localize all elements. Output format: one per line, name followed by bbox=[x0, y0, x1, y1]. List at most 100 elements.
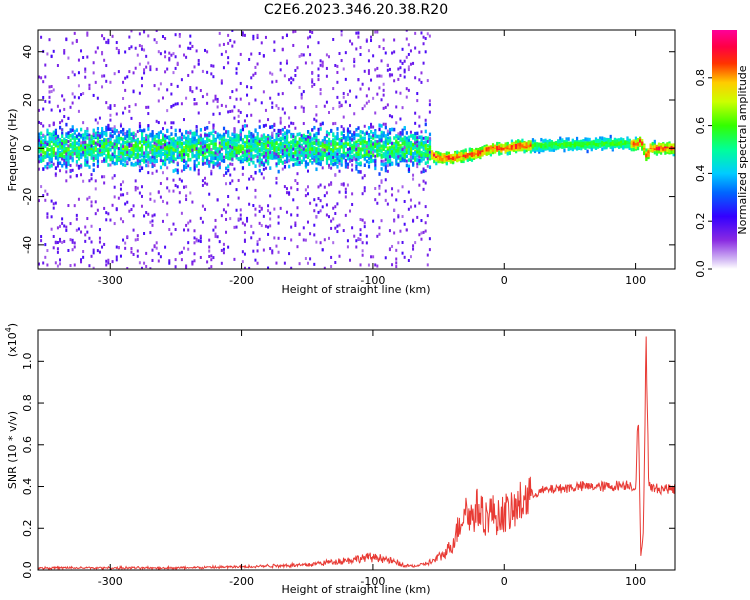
heatmap-cell-1256 bbox=[147, 127, 150, 131]
heatmap-cell-3453 bbox=[338, 162, 341, 166]
heatmap-cell-3287 bbox=[323, 140, 326, 144]
heatmap-cell-1429 bbox=[161, 137, 165, 142]
heatmap-cell-4233 bbox=[407, 138, 411, 142]
heatmap-cell-4143 bbox=[399, 137, 402, 142]
heatmap-cell-2216 bbox=[231, 151, 234, 156]
heatmap-cell-3044 bbox=[302, 147, 305, 151]
heatmap-cell-4415 bbox=[422, 167, 425, 171]
heatmap-cell-2431 bbox=[250, 138, 253, 143]
heatmap-cell-2176 bbox=[227, 41, 230, 45]
heatmap-cell-3301 bbox=[325, 152, 329, 157]
heatmap-cell-4044 bbox=[391, 150, 394, 154]
heatmap-cell-3013 bbox=[300, 150, 303, 155]
heatmap-cell-1632 bbox=[180, 141, 184, 146]
heatmap-cell-3236 bbox=[319, 92, 322, 96]
heatmap-cell-2250 bbox=[233, 40, 236, 44]
heatmap-cell-632 bbox=[92, 145, 95, 150]
heatmap-cell-1631 bbox=[178, 34, 181, 38]
heatmap-cell-3804 bbox=[370, 155, 373, 159]
heatmap-cell-477 bbox=[77, 197, 80, 201]
heatmap-cell-1485 bbox=[166, 201, 169, 205]
heatmap-cell-1988 bbox=[210, 72, 213, 76]
heatmap-cell-1479 bbox=[166, 135, 169, 140]
heatmap-cell-2276 bbox=[235, 88, 238, 92]
heatmap-cell-4410 bbox=[422, 136, 425, 140]
heatmap-cell-3592 bbox=[351, 192, 354, 196]
heatmap-cell-764 bbox=[103, 58, 106, 62]
heatmap-cell-2600 bbox=[264, 145, 268, 149]
heatmap-cell-4211 bbox=[405, 154, 408, 159]
heatmap-cell-2587 bbox=[262, 155, 265, 159]
heatmap-cell-1052 bbox=[128, 35, 131, 39]
heatmap-cell-730 bbox=[101, 126, 104, 131]
heatmap-cell-736 bbox=[101, 34, 104, 38]
heatmap-cell-3642 bbox=[355, 158, 358, 162]
heatmap-cell-1244 bbox=[145, 264, 148, 268]
heatmap-cell-2252 bbox=[233, 167, 236, 171]
heatmap-cell-1651 bbox=[180, 169, 183, 173]
heatmap-cell-3507 bbox=[344, 153, 348, 158]
heatmap-cell-4459 bbox=[426, 253, 429, 257]
heatmap-cell-3780 bbox=[367, 142, 371, 146]
heatmap-cell-1863 bbox=[199, 138, 203, 142]
heatmap-cell-1170 bbox=[138, 91, 141, 95]
heatmap-cell-662 bbox=[94, 155, 97, 159]
heatmap-cell-1548 bbox=[172, 151, 175, 155]
heatmap-cell-2133 bbox=[222, 42, 225, 46]
heatmap-cell-3996 bbox=[386, 132, 390, 137]
heatmap-cell-4285 bbox=[412, 161, 415, 166]
heatmap-cell-3661 bbox=[357, 155, 360, 160]
heatmap-cell-2460 bbox=[252, 155, 255, 160]
heatmap-cell-1292 bbox=[149, 65, 152, 69]
heatmap-cell-2404 bbox=[248, 130, 251, 135]
heatmap-cell-1343 bbox=[153, 199, 156, 203]
heatmap-cell-162 bbox=[50, 199, 53, 203]
heatmap-cell-2582 bbox=[262, 145, 266, 150]
heatmap-cell-2013 bbox=[212, 64, 215, 68]
heatmap-cell-195 bbox=[54, 153, 58, 158]
heatmap-cell-3047 bbox=[302, 90, 305, 94]
heatmap-cell-2541 bbox=[258, 221, 261, 225]
heatmap-cell-3398 bbox=[334, 145, 337, 150]
heatmap-cell-332 bbox=[65, 38, 68, 42]
heatmap-cell-4857 bbox=[506, 151, 509, 156]
heatmap-cell-2985 bbox=[298, 156, 301, 161]
heatmap-cell-4341 bbox=[416, 92, 419, 96]
heatmap-cell-4454 bbox=[426, 153, 429, 158]
heatmap-cell-635 bbox=[92, 168, 95, 173]
heatmap-cell-1657 bbox=[182, 164, 186, 169]
heatmap-cell-2612 bbox=[264, 159, 267, 163]
heatmap-cell-2480 bbox=[254, 128, 257, 132]
heatmap-cell-514 bbox=[82, 152, 85, 157]
heatmap-cell-3831 bbox=[372, 145, 375, 149]
heatmap-cell-3766 bbox=[365, 131, 368, 135]
heatmap-cell-1264 bbox=[147, 61, 150, 65]
heatmap-cell-1700 bbox=[185, 264, 188, 268]
heatmap-cell-1309 bbox=[151, 158, 154, 163]
heatmap-cell-306 bbox=[63, 239, 66, 243]
heatmap-cell-275 bbox=[61, 134, 64, 139]
heatmap-cell-783 bbox=[105, 148, 108, 153]
heatmap-cell-42 bbox=[40, 143, 43, 147]
heatmap-cell-375 bbox=[69, 152, 72, 157]
heatmap-cell-4360 bbox=[418, 155, 421, 159]
heatmap-cell-2365 bbox=[243, 156, 247, 160]
heatmap-cell-2273 bbox=[235, 188, 238, 192]
heatmap-cell-756 bbox=[103, 138, 106, 142]
heatmap-cell-2491 bbox=[254, 65, 257, 69]
heatmap-cell-4290 bbox=[412, 173, 415, 177]
heatmap-cell-2060 bbox=[216, 235, 219, 239]
heatmap-cell-615 bbox=[90, 141, 93, 146]
heatmap-cell-1709 bbox=[187, 158, 190, 162]
heatmap-cell-777 bbox=[105, 157, 108, 162]
heatmap-cell-3155 bbox=[313, 150, 316, 154]
heatmap-cell-2827 bbox=[283, 261, 286, 265]
heatmap-cell-2547 bbox=[260, 162, 263, 167]
heatmap-cell-3744 bbox=[365, 159, 369, 164]
heatmap-cell-2997 bbox=[298, 232, 301, 236]
heatmap-cell-302 bbox=[63, 143, 66, 148]
heatmap-cell-976 bbox=[122, 96, 125, 100]
heatmap-cell-4025 bbox=[388, 114, 391, 118]
heatmap-cell-2418 bbox=[248, 102, 251, 106]
heatmap-cell-1073 bbox=[130, 116, 133, 120]
